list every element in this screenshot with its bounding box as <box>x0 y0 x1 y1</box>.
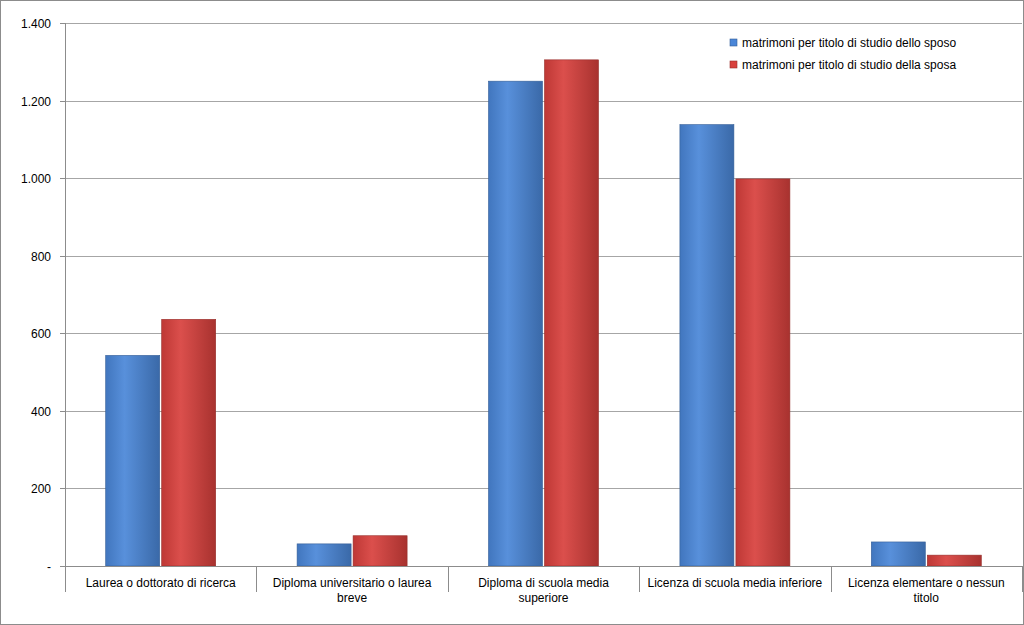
bar <box>736 179 790 566</box>
category-separator <box>448 566 449 592</box>
bar <box>545 60 599 566</box>
tick-mark <box>60 411 65 412</box>
chart-svg: - 200 400 600 800 1.000 1.200 1.400 matrimoni pe… <box>0 0 1024 625</box>
grid-line <box>65 566 1022 567</box>
tick-mark <box>60 101 65 102</box>
category-separator <box>256 566 257 592</box>
chart-container: - 200 400 600 800 1.000 1.200 1.400 matrimoni pe… <box>0 0 1024 625</box>
tick-label: - <box>47 560 51 574</box>
tick-label: 1.000 <box>21 172 51 186</box>
tick-label: 200 <box>31 482 51 496</box>
grid-line <box>65 101 1022 102</box>
bar <box>162 319 216 566</box>
legend-swatch <box>730 61 737 68</box>
tick-label: 800 <box>31 250 51 264</box>
tick-mark <box>60 333 65 334</box>
tick-mark <box>60 23 65 24</box>
bar <box>927 555 981 566</box>
y-axis <box>65 23 66 566</box>
category-label: Licenza elementare o nessun titolo <box>834 576 1018 606</box>
category-label: Diploma universitario o laurea breve <box>260 576 444 606</box>
bar <box>106 355 160 566</box>
category-label: Diploma di scuola media superiore <box>452 576 636 606</box>
legend: matrimoni per titolo di studio dello spo… <box>730 36 956 72</box>
bar <box>680 125 734 566</box>
legend-swatch <box>730 39 737 46</box>
bar <box>489 81 543 566</box>
grid-line <box>65 178 1022 179</box>
bar <box>871 542 925 566</box>
tick-label: 1.200 <box>21 95 51 109</box>
bar <box>297 544 351 566</box>
tick-mark <box>60 256 65 257</box>
bars <box>106 60 982 566</box>
grid-line <box>65 256 1022 257</box>
grid-line <box>65 23 1022 24</box>
chart-frame <box>1 1 1024 625</box>
category-separator <box>65 566 66 592</box>
category-label: Laurea o dottorato di ricerca <box>69 576 253 591</box>
legend-label: matrimoni per titolo di studio dello spo… <box>742 36 956 50</box>
tick-label: 400 <box>31 405 51 419</box>
category-label: Licenza di scuola media inferiore <box>643 576 827 591</box>
tick-label: 600 <box>31 327 51 341</box>
tick-mark <box>60 178 65 179</box>
tick-mark <box>60 488 65 489</box>
x-axis <box>65 566 1022 567</box>
tick-mark <box>60 566 65 567</box>
category-separator <box>639 566 640 592</box>
category-separator <box>831 566 832 592</box>
category-separator <box>1022 566 1023 592</box>
bar <box>353 536 407 566</box>
legend-label: matrimoni per titolo di studio della spo… <box>742 58 956 72</box>
tick-label: 1.400 <box>21 17 51 31</box>
